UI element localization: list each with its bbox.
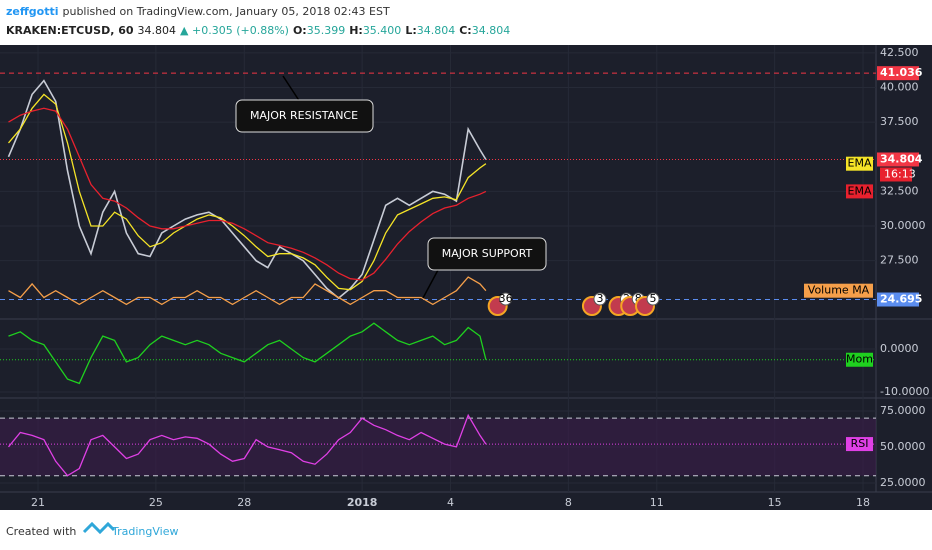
x-tick-label: 2018 bbox=[347, 496, 378, 509]
rsi-band bbox=[0, 418, 876, 476]
level-label: 34.804 bbox=[880, 152, 923, 165]
annotation-text: MAJOR SUPPORT bbox=[442, 247, 533, 260]
annotation-arrow bbox=[422, 269, 439, 299]
series-tag-label: EMA bbox=[848, 184, 872, 197]
x-tick-label: 4 bbox=[447, 496, 454, 509]
author[interactable]: zeffgotti bbox=[6, 5, 59, 18]
x-tick-label: 25 bbox=[149, 496, 163, 509]
c-label: C: bbox=[459, 24, 471, 37]
y-tick-label: 27.500 bbox=[880, 254, 919, 267]
y-tick-label: 32.500 bbox=[880, 184, 919, 197]
level-label: 41.036 bbox=[880, 66, 923, 79]
countdown: 16:13 bbox=[884, 167, 916, 180]
series-tag-label: Mom bbox=[846, 353, 873, 366]
x-tick-label: 11 bbox=[650, 496, 664, 509]
low: 34.804 bbox=[417, 24, 456, 37]
annotation-support: MAJOR SUPPORT bbox=[422, 237, 547, 299]
footer-brand[interactable]: TradingView bbox=[111, 525, 178, 538]
l-label: L: bbox=[405, 24, 416, 37]
x-tick-label: 21 bbox=[31, 496, 45, 509]
x-tick-label: 15 bbox=[768, 496, 782, 509]
y-tick-label: 40.000 bbox=[880, 81, 919, 94]
level-label: 24.695 bbox=[880, 293, 922, 306]
series-tag-label: EMA bbox=[848, 157, 872, 170]
y-tick-label: 37.500 bbox=[880, 115, 919, 128]
level-tag bbox=[877, 152, 919, 167]
series-line bbox=[8, 107, 487, 281]
open: 35.399 bbox=[307, 24, 346, 37]
series-tag bbox=[846, 156, 873, 171]
close: 34.804 bbox=[472, 24, 511, 37]
y-tick-label: 25.0000 bbox=[880, 476, 926, 489]
high: 35.400 bbox=[363, 24, 402, 37]
change: ▲ +0.305 (+0.88%) bbox=[180, 24, 289, 37]
event-count: 3 bbox=[596, 292, 603, 305]
y-tick-label: -10.0000 bbox=[880, 385, 929, 398]
event-count: 8 bbox=[635, 292, 642, 305]
x-tick-label: 28 bbox=[237, 496, 251, 509]
series-tag bbox=[846, 437, 873, 452]
annotation-box bbox=[235, 99, 374, 133]
event-badge bbox=[646, 292, 660, 306]
annotation-box bbox=[427, 237, 547, 271]
y-tick-label: 0.0000 bbox=[880, 342, 919, 355]
o-label: O: bbox=[293, 24, 307, 37]
series-tag-label: Volume MA bbox=[808, 284, 870, 297]
level-tag bbox=[877, 292, 919, 307]
footer-created: Created with bbox=[6, 525, 76, 538]
h-label: H: bbox=[349, 24, 363, 37]
series-tag bbox=[804, 283, 873, 298]
event-count: 5 bbox=[649, 292, 656, 305]
series-tag bbox=[846, 184, 873, 199]
annotation-arrow bbox=[282, 75, 301, 103]
series-tag-label: RSI bbox=[851, 437, 869, 450]
published: published on TradingView.com, January 05… bbox=[63, 5, 390, 18]
y-tick-label: 75.0000 bbox=[880, 404, 926, 417]
event-count: 36 bbox=[499, 292, 513, 305]
countdown-tag bbox=[880, 167, 912, 182]
annotation-text: MAJOR RESISTANCE bbox=[250, 109, 358, 122]
series-line bbox=[8, 322, 487, 385]
series-line bbox=[8, 93, 487, 291]
y-tick-label: 50.0000 bbox=[880, 440, 926, 453]
last: 34.804 bbox=[138, 24, 177, 37]
x-tick-label: 8 bbox=[565, 496, 572, 509]
tv-logo[interactable] bbox=[82, 521, 116, 535]
x-tick-label: 18 bbox=[856, 496, 870, 509]
event-badge bbox=[499, 292, 513, 306]
series-line bbox=[7, 79, 487, 300]
header-line: zeffgotti published on TradingView.com, J… bbox=[6, 5, 390, 18]
series-line bbox=[8, 276, 487, 306]
symbol-line: KRAKEN:ETCUSD, 60 34.804 ▲ +0.305 (+0.88%)… bbox=[6, 24, 510, 37]
symbol: KRAKEN:ETCUSD, 60 bbox=[6, 24, 134, 37]
y-tick-label: 30.0000 bbox=[880, 219, 926, 232]
y-tick-label: 42.500 bbox=[880, 46, 919, 59]
series-tag bbox=[846, 352, 873, 367]
event-badge bbox=[593, 292, 607, 306]
level-tag bbox=[877, 66, 919, 81]
series-line bbox=[7, 413, 487, 477]
annotation-resistance: MAJOR RESISTANCE bbox=[235, 75, 374, 133]
